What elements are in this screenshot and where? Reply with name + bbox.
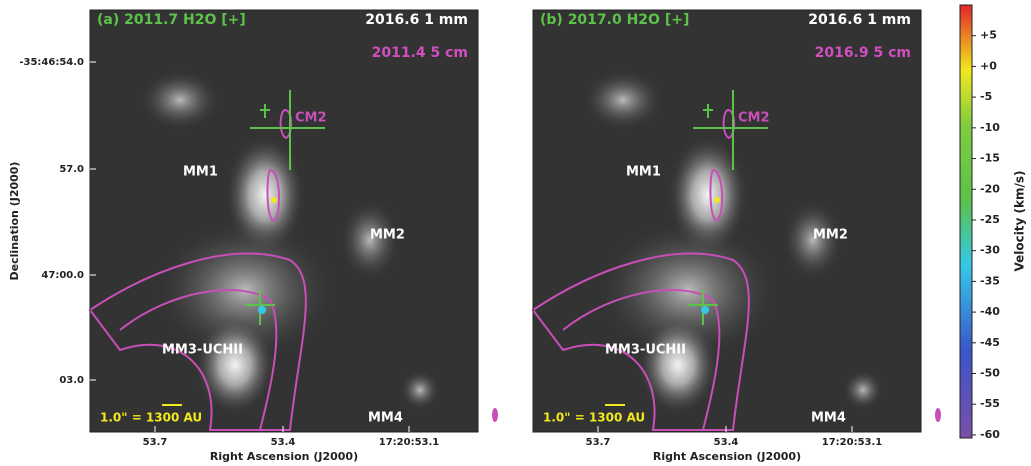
panel-title: (b) 2017.0 H2O [+]	[540, 12, 689, 28]
panel-frame	[89, 9, 479, 433]
x-tick-label: 53.7	[143, 437, 168, 448]
x-tick-label: 17:20:53.1	[822, 437, 883, 448]
source-label: MM3-UCHII	[605, 343, 686, 358]
colorbar-tick-label: -5	[980, 90, 992, 103]
source-label: MM4	[368, 411, 403, 426]
colorbar-tick-label: -40	[980, 305, 1000, 318]
y-tick-label: 57.0	[59, 164, 84, 175]
x-tick-label: 53.4	[714, 437, 739, 448]
colorbar-label: Velocity (km/s)	[1013, 170, 1027, 271]
source-label: CM2	[295, 111, 327, 126]
y-tick-label: 47:00.0	[41, 270, 84, 281]
x-tick-label: 17:20:53.1	[379, 437, 440, 448]
source-label: MM1	[626, 165, 661, 180]
x-axis-label: Right Ascension (J2000)	[653, 450, 801, 463]
epoch-5cm: 2016.9 5 cm	[815, 45, 911, 61]
epoch-1mm: 2016.6 1 mm	[365, 12, 468, 28]
colorbar-tick-label: -45	[980, 336, 1000, 349]
panel-image	[89, 9, 499, 433]
x-axis-label: Right Ascension (J2000)	[210, 450, 358, 463]
source-label: MM1	[183, 165, 218, 180]
panel-title: (a) 2011.7 H2O [+]	[97, 12, 246, 28]
epoch-5cm: 2011.4 5 cm	[372, 45, 468, 61]
source-label: MM2	[813, 228, 848, 243]
source-label: CM2	[738, 111, 770, 126]
source-label: MM2	[370, 228, 405, 243]
x-tick-label: 53.4	[271, 437, 296, 448]
colorbar-tick-label: -60	[980, 428, 1000, 441]
colorbar-tick-label: +0	[980, 59, 997, 72]
y-tick-label: 03.0	[59, 375, 84, 386]
colorbar-tick-label: -15	[980, 152, 1000, 165]
colorbar-tick-label: -10	[980, 121, 1000, 134]
colorbar	[959, 4, 973, 439]
epoch-1mm: 2016.6 1 mm	[808, 12, 911, 28]
x-tick-label: 53.7	[586, 437, 611, 448]
panel-image	[532, 9, 942, 433]
colorbar-tick-label: -20	[980, 182, 1000, 195]
y-tick-label: -35:46:54.0	[19, 57, 84, 68]
colorbar-tick-label: -55	[980, 397, 1000, 410]
colorbar-tick-label: +5	[980, 29, 997, 42]
panel-frame	[532, 9, 922, 433]
colorbar-tick-label: -35	[980, 274, 1000, 287]
scale-bar-label: 1.0" = 1300 AU	[100, 411, 202, 425]
source-label: MM4	[811, 411, 846, 426]
colorbar-tick-label: -30	[980, 244, 1000, 257]
colorbar-tick-label: -25	[980, 213, 1000, 226]
scale-bar-label: 1.0" = 1300 AU	[543, 411, 645, 425]
source-label: MM3-UCHII	[162, 343, 243, 358]
colorbar-tick-label: -50	[980, 367, 1000, 380]
y-axis-label: Declination (J2000)	[8, 162, 21, 281]
